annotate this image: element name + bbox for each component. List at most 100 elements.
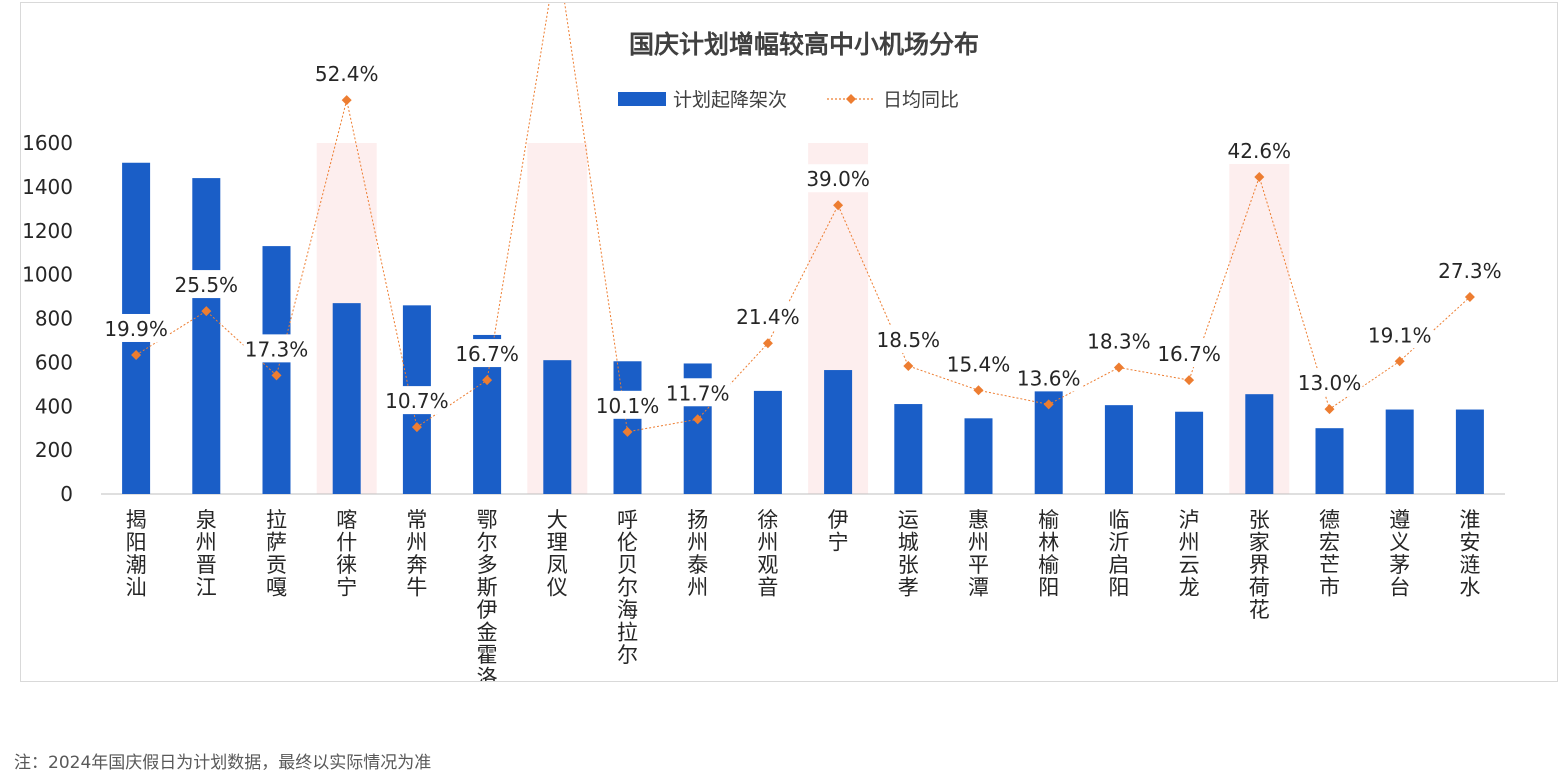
data-label-bg-1 (173, 270, 240, 299)
y-tick-label-0: 0 (60, 482, 73, 506)
x-tick-label-2: 拉萨贡嘎 (266, 508, 287, 600)
bar-1 (192, 178, 221, 494)
bar-16 (1245, 394, 1274, 494)
bar-2 (262, 246, 291, 494)
x-tick-label-18: 遵义茅台 (1389, 508, 1410, 600)
data-label-16: 42.6% (1228, 139, 1292, 163)
y-tick-label-1: 200 (35, 438, 73, 462)
line-point-14 (1113, 362, 1124, 373)
line-point-8 (692, 414, 703, 425)
bar-19 (1455, 409, 1484, 494)
x-tick-label-3: 喀什徕宁 (336, 508, 357, 600)
line-point-19 (1464, 291, 1475, 302)
x-tick-label-14: 临沂启阳 (1108, 508, 1129, 600)
line-point-7 (622, 426, 633, 437)
x-tick-label-1: 泉州晋江 (196, 508, 217, 600)
x-tick-label-12: 惠州平潭 (968, 508, 989, 600)
y-tick-label-8: 1600 (22, 131, 73, 155)
data-label-8: 11.7% (666, 381, 730, 405)
data-label-bg-8 (664, 378, 731, 407)
bar-11 (894, 404, 923, 494)
line-point-16 (1254, 172, 1265, 183)
bar-17 (1315, 428, 1344, 494)
bar-15 (1175, 411, 1204, 494)
data-label-10: 39.0% (806, 167, 870, 191)
data-label-2: 17.3% (245, 337, 309, 361)
data-label-bg-14 (1085, 326, 1152, 355)
data-label-18: 19.1% (1368, 323, 1432, 347)
chart-svg: 0 200 400 600 800 1000 1200 1400 1600 19.9% 25.5%… (22, 3, 1505, 681)
line-point-5 (482, 375, 493, 386)
y-tick-label-4: 800 (35, 307, 73, 331)
data-label-bg-2 (243, 334, 310, 363)
data-label-0: 19.9% (104, 317, 168, 341)
data-label-bg-13 (1015, 363, 1082, 392)
x-tick-label-16: 张家界荷花 (1249, 508, 1270, 622)
bar-12 (964, 418, 993, 494)
bar-9 (753, 390, 782, 494)
data-label-1: 25.5% (175, 273, 239, 297)
bar-6 (543, 360, 572, 494)
y-tick-label-7: 1400 (22, 175, 73, 199)
x-tick-label-19: 淮安涟水 (1459, 508, 1480, 600)
chart-frame: 0 200 400 600 800 1000 1200 1400 1600 19.9% 25.5%… (20, 2, 1558, 682)
y-tick-label-5: 1000 (22, 263, 73, 287)
line-point-0 (131, 349, 142, 360)
line-layer (131, 3, 1475, 437)
data-label-12: 15.4% (947, 352, 1011, 376)
legend: 计划起降架次 日均同比 (618, 89, 959, 111)
data-labels-layer: 19.9%25.5%17.3%52.4%10.7%16.7%71.2%10.1%… (103, 59, 1503, 419)
x-tick-label-15: 泸州云龙 (1179, 508, 1200, 600)
line-point-1 (201, 306, 212, 317)
line-series (135, 3, 1471, 433)
data-label-bg-5 (454, 339, 521, 368)
data-label-17: 13.0% (1298, 371, 1362, 395)
legend-line-marker (846, 94, 856, 104)
y-tick-label-3: 600 (35, 350, 73, 374)
data-label-bg-9 (734, 302, 801, 331)
data-label-bg-10 (805, 164, 872, 193)
data-label-bg-19 (1436, 255, 1503, 284)
line-point-15 (1184, 375, 1195, 386)
x-tick-label-4: 常州奔牛 (406, 508, 427, 600)
data-label-bg-7 (594, 390, 661, 419)
x-tick-label-11: 运城张孝 (898, 508, 919, 600)
line-point-13 (1043, 399, 1054, 410)
bar-14 (1104, 405, 1133, 494)
x-tick-labels-layer: 揭阳潮汕 泉州晋江 拉萨贡嘎 喀什徕宁 常州奔牛 鄂尔多斯伊金霍洛 大理凤仪 呼伦贝尔海拉尔 扬… (126, 508, 1481, 681)
x-tick-label-17: 德宏芒市 (1319, 508, 1340, 600)
line-point-9 (762, 338, 773, 349)
x-tick-label-0: 揭阳潮汕 (126, 508, 147, 600)
legend-bar-swatch (618, 92, 666, 106)
data-label-bg-0 (103, 313, 170, 342)
data-label-bg-3 (313, 59, 380, 88)
data-label-14: 18.3% (1087, 330, 1151, 354)
line-point-2 (271, 370, 282, 381)
data-label-7: 10.1% (596, 394, 660, 418)
bars-layer (122, 162, 1484, 494)
data-label-13: 13.6% (1017, 366, 1081, 390)
x-tick-label-13: 榆林榆阳 (1038, 508, 1059, 600)
highlight-layer (316, 143, 1290, 494)
data-label-19: 27.3% (1438, 259, 1502, 283)
data-label-bg-4 (383, 386, 450, 415)
x-tick-label-8: 扬州泰州 (687, 508, 708, 600)
data-label-bg-12 (945, 349, 1012, 378)
data-label-4: 10.7% (385, 389, 449, 413)
line-point-10 (833, 200, 844, 211)
data-label-5: 16.7% (455, 342, 519, 366)
data-label-15: 16.7% (1157, 342, 1221, 366)
data-label-bg-11 (875, 324, 942, 353)
y-tick-label-2: 400 (35, 394, 73, 418)
legend-line-label: 日均同比 (883, 89, 959, 111)
line-point-17 (1324, 404, 1335, 415)
chart-title: 国庆计划增幅较高中小机场分布 (629, 30, 979, 59)
bar-18 (1385, 409, 1414, 494)
data-label-bg-17 (1296, 368, 1363, 397)
data-label-bg-16 (1226, 136, 1293, 165)
bar-13 (1034, 381, 1063, 494)
data-label-bg-15 (1156, 339, 1223, 368)
x-tick-label-7: 呼伦贝尔海拉尔 (617, 508, 638, 667)
data-label-3: 52.4% (315, 62, 379, 86)
line-point-3 (341, 95, 352, 106)
